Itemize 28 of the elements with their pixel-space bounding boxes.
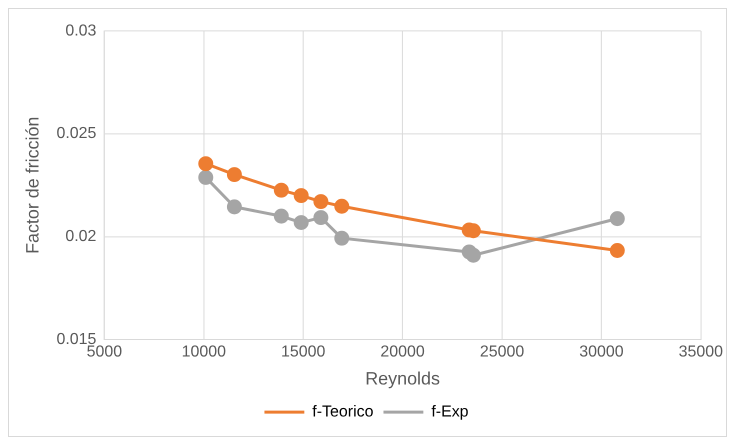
x-tick-label: 25000 [480,344,524,361]
point [198,156,214,172]
point [294,188,309,204]
point [334,198,350,214]
point [313,194,328,209]
point [274,182,289,198]
y-tick-label: 0.02 [65,228,97,246]
y-tick-label: 0.03 [65,22,97,40]
point [226,167,242,182]
x-tick-label: 20000 [380,344,425,361]
point [294,215,309,230]
legend-label: f-Exp [431,404,469,420]
x-tick-label: 15000 [281,344,326,361]
point [198,170,214,185]
point [610,243,625,258]
legend-label: f-Teorico [312,404,374,420]
point [610,211,625,226]
point [226,199,242,214]
x-tick-label: 30000 [579,344,624,361]
x-tick-label: 35000 [678,344,724,361]
y-tick-label: 0.025 [56,125,97,142]
y-axis-title: Factor de fricción [22,116,43,254]
point [466,248,481,263]
x-axis-title: Reynolds [365,368,440,388]
point [313,210,328,226]
x-tick-label: 10000 [182,344,226,361]
point [274,208,289,224]
point [334,230,350,246]
